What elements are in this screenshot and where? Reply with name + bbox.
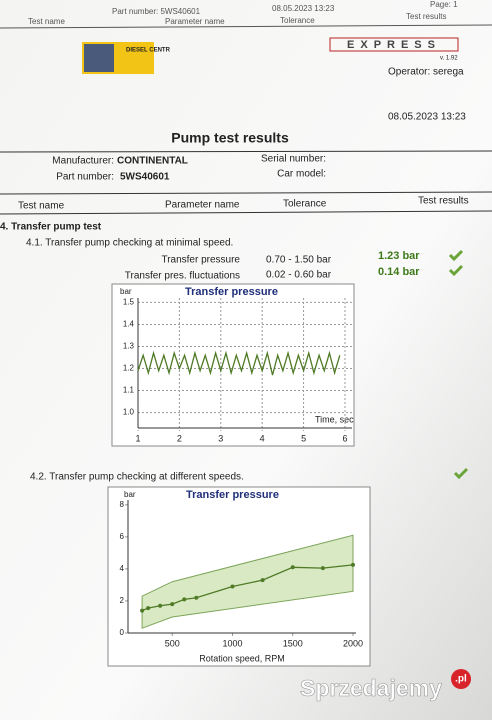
header-strip: Part number: 5WS40601 08.05.2023 13:23 P… xyxy=(0,0,492,29)
x-tick-label: 2 xyxy=(177,433,182,443)
result: 0.14 bar xyxy=(378,266,420,278)
watermark-suffix: .pl xyxy=(455,674,467,685)
operator: Operator: serega xyxy=(388,67,464,78)
column-header: Test results xyxy=(418,196,469,207)
express-text: EXPRESS xyxy=(347,39,441,51)
car-label: Car model: xyxy=(277,169,326,180)
y-unit: bar xyxy=(124,490,136,499)
rule xyxy=(0,210,492,215)
x-label: Rotation speed, RPM xyxy=(199,653,285,663)
express-logo xyxy=(329,37,459,52)
column-header: Tolerance xyxy=(283,199,327,210)
data-point xyxy=(140,608,145,613)
serial-label: Serial number: xyxy=(261,154,326,165)
strip-part: Part number: 5WS40601 xyxy=(112,7,201,16)
strip-date: 08.05.2023 13:23 xyxy=(272,4,335,13)
strip-col: Test name xyxy=(28,17,65,26)
strip-col: Parameter name xyxy=(165,17,225,26)
x-tick-label: 1 xyxy=(135,433,140,443)
data-point xyxy=(182,597,187,602)
y-tick-label: 2 xyxy=(120,596,125,605)
y-tick-label: 1.4 xyxy=(123,320,135,329)
data-point xyxy=(320,566,325,571)
x-tick-label: 2000 xyxy=(343,638,363,648)
part: 5WS40601 xyxy=(120,172,170,183)
y-tick-label: 1.1 xyxy=(123,386,135,395)
column-header: Parameter name xyxy=(165,200,240,211)
data-point xyxy=(146,606,151,611)
print-date: 08.05.2023 13:23 xyxy=(388,112,466,123)
data-point xyxy=(170,602,175,607)
result: 1.23 bar xyxy=(378,250,420,262)
section: 4. Transfer pump test xyxy=(0,222,102,233)
charts: bar Transfer pressure Time, sec 1.0 1.1 1.2 1.… xyxy=(120,286,363,663)
check xyxy=(448,249,464,262)
watermark: Sprzedajemy xyxy=(300,675,442,701)
rule xyxy=(0,24,492,29)
tolerance-band xyxy=(141,534,354,629)
strip-col: Tolerance xyxy=(280,16,315,25)
y-tick-label: 6 xyxy=(120,532,125,541)
y-tick-label: 4 xyxy=(120,564,125,573)
data-point xyxy=(350,562,355,567)
strip-col: Test results xyxy=(406,12,446,21)
tolerance: 0.02 - 0.60 bar xyxy=(266,270,332,281)
manufacturer: CONTINENTAL xyxy=(117,156,188,167)
strip-page: Page: 1 xyxy=(430,0,458,9)
y-unit: bar xyxy=(120,287,132,296)
chart-title: Transfer pressure xyxy=(186,489,279,501)
data-line xyxy=(137,350,341,376)
x-tick-label: 500 xyxy=(165,638,180,648)
x-tick-label: 4 xyxy=(260,433,265,443)
part-label: Part number: xyxy=(56,172,114,183)
param: Transfer pressure xyxy=(161,255,240,266)
manufacturer-label: Manufacturer: xyxy=(52,156,114,167)
x-tick-label: 6 xyxy=(342,433,347,443)
column-header: Test name xyxy=(18,201,65,212)
data-point xyxy=(194,595,199,600)
y-tick-label: 1.3 xyxy=(123,342,135,351)
data-point xyxy=(260,578,265,583)
x-tick-label: 1000 xyxy=(222,638,242,648)
logo-image xyxy=(84,44,114,72)
test-title: 4.2. Transfer pump checking at different… xyxy=(30,472,244,483)
check xyxy=(448,264,464,277)
y-tick-label: 1.5 xyxy=(123,298,135,307)
tolerance: 0.70 - 1.50 bar xyxy=(266,255,332,266)
x-tick-label: 1500 xyxy=(283,638,303,648)
x-tick-label: 3 xyxy=(218,433,223,443)
x-tick-label: 5 xyxy=(301,433,306,443)
diesel-text: DIESEL CENTR xyxy=(126,48,171,54)
y-tick-label: 1.2 xyxy=(123,364,135,373)
y-tick-label: 1.0 xyxy=(123,408,135,417)
check xyxy=(453,467,469,480)
test-title: 4.1. Transfer pump checking at minimal s… xyxy=(26,238,233,249)
title: Pump test results xyxy=(171,130,289,146)
param: Transfer pres. fluctuations xyxy=(125,271,240,282)
watermark-badge xyxy=(451,669,471,689)
data-point xyxy=(290,565,295,570)
rule xyxy=(0,191,492,195)
rule xyxy=(0,150,492,153)
y-tick-label: 0 xyxy=(120,628,125,637)
version: v. 1.92 xyxy=(440,56,458,62)
x-label: Time, sec xyxy=(315,414,354,424)
data-point xyxy=(230,584,235,589)
chart-title: Transfer pressure xyxy=(185,286,278,298)
y-tick-label: 8 xyxy=(120,500,125,509)
data-point xyxy=(158,603,163,608)
